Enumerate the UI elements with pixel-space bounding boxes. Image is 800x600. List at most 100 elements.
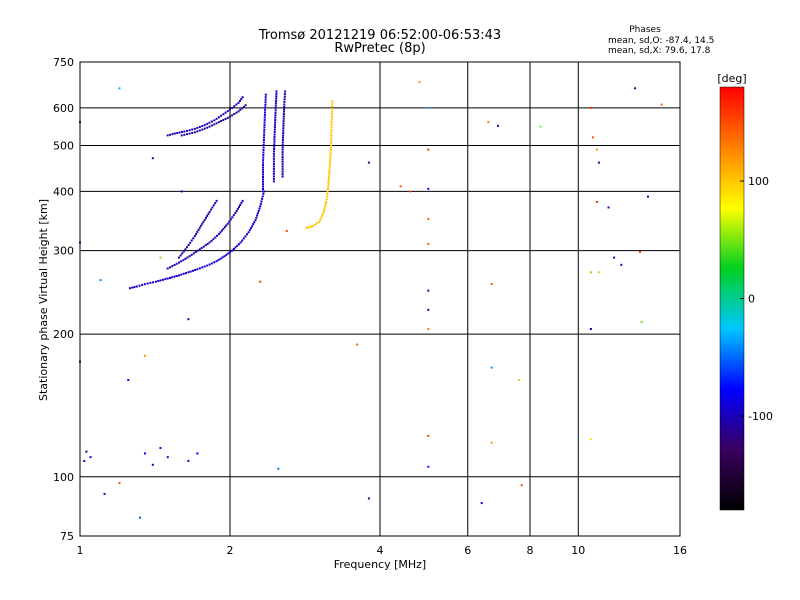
echo-point — [179, 254, 182, 257]
echo-point — [198, 248, 201, 251]
echo-point — [427, 242, 430, 245]
echo-point — [203, 124, 206, 127]
echo-point — [272, 175, 275, 178]
echo-point — [224, 117, 227, 120]
echo-point — [490, 283, 493, 286]
echo-point — [196, 452, 199, 455]
echo-point — [328, 163, 331, 166]
y-axis-label: Stationary phase Virtual Height [km] — [37, 199, 50, 401]
echo-point — [262, 164, 264, 166]
echo-point — [191, 128, 194, 131]
echo-point — [151, 157, 154, 160]
echo-point — [235, 111, 238, 114]
echo-point — [281, 146, 284, 149]
echo-point — [262, 176, 264, 178]
echo-point — [274, 109, 277, 112]
echo-point — [193, 235, 196, 238]
x-tick-label: 8 — [527, 544, 534, 557]
echo-point — [281, 175, 284, 178]
echo-point — [272, 170, 275, 173]
echo-point — [262, 141, 265, 144]
echo-point — [210, 262, 213, 265]
echo-point — [323, 209, 325, 212]
echo-point — [262, 156, 265, 159]
echo-point — [187, 459, 190, 462]
echo-point — [262, 171, 264, 174]
echo-point — [281, 158, 284, 161]
echo-point — [240, 98, 243, 101]
echo-point — [206, 264, 209, 267]
echo-point — [281, 141, 284, 144]
echo-point — [180, 273, 183, 276]
echo-point — [356, 343, 359, 346]
echo-point — [169, 133, 172, 136]
echo-point — [282, 134, 285, 137]
echo-point — [187, 271, 190, 274]
echo-point — [219, 257, 222, 260]
echo-point — [330, 118, 333, 121]
y-tick-label: 300 — [53, 245, 74, 258]
echo-point — [597, 161, 600, 164]
echo-point — [196, 268, 199, 271]
echo-point — [196, 249, 199, 252]
echo-point — [215, 199, 218, 202]
echo-point — [178, 131, 181, 134]
echo-point — [281, 143, 284, 146]
echo-point — [323, 207, 326, 210]
echo-point — [173, 275, 176, 278]
echo-point — [313, 223, 316, 226]
echo-point — [146, 282, 149, 285]
echo-point — [329, 154, 332, 157]
echo-point — [239, 241, 242, 244]
echo-point — [222, 119, 225, 121]
echo-point — [206, 126, 209, 129]
echo-point — [282, 129, 285, 132]
echo-point — [194, 251, 197, 253]
echo-point — [192, 237, 195, 240]
echo-point — [207, 212, 210, 215]
echo-point — [660, 103, 663, 106]
echo-point — [217, 233, 220, 236]
echo-point — [178, 274, 180, 277]
echo-point — [178, 261, 180, 264]
echo-point — [186, 246, 189, 249]
echo-point — [221, 256, 224, 259]
echo-point — [133, 286, 136, 289]
echo-point — [273, 135, 276, 138]
echo-points — [79, 81, 663, 519]
echo-point — [275, 97, 278, 100]
echo-point — [242, 105, 245, 108]
echo-point — [225, 253, 228, 256]
echo-point — [229, 115, 231, 118]
echo-point — [283, 100, 286, 103]
echo-point — [216, 234, 218, 237]
echo-point — [272, 167, 275, 170]
echo-point — [262, 166, 264, 169]
echo-point — [327, 180, 330, 183]
echo-point — [274, 116, 277, 119]
echo-point — [184, 257, 187, 260]
echo-point — [164, 278, 167, 281]
echo-point — [171, 265, 174, 268]
echo-point — [203, 265, 206, 268]
echo-point — [263, 128, 266, 131]
echo-point — [330, 139, 333, 142]
echo-point — [539, 125, 542, 128]
colorbar-label: [deg] — [717, 72, 746, 85]
echo-point — [159, 279, 162, 282]
echo-point — [319, 218, 322, 221]
echo-point — [262, 144, 265, 146]
echo-point — [215, 122, 218, 125]
echo-point — [274, 114, 277, 117]
y-tick-label: 400 — [53, 185, 74, 198]
echo-point — [262, 161, 264, 164]
echo-point — [262, 180, 264, 183]
grid-lines — [80, 62, 680, 536]
echo-point — [595, 200, 598, 203]
echo-point — [264, 108, 267, 111]
echo-point — [198, 129, 201, 132]
echo-point — [427, 434, 430, 437]
echo-point — [331, 102, 334, 105]
echo-point — [241, 96, 244, 99]
echo-point — [496, 124, 499, 127]
